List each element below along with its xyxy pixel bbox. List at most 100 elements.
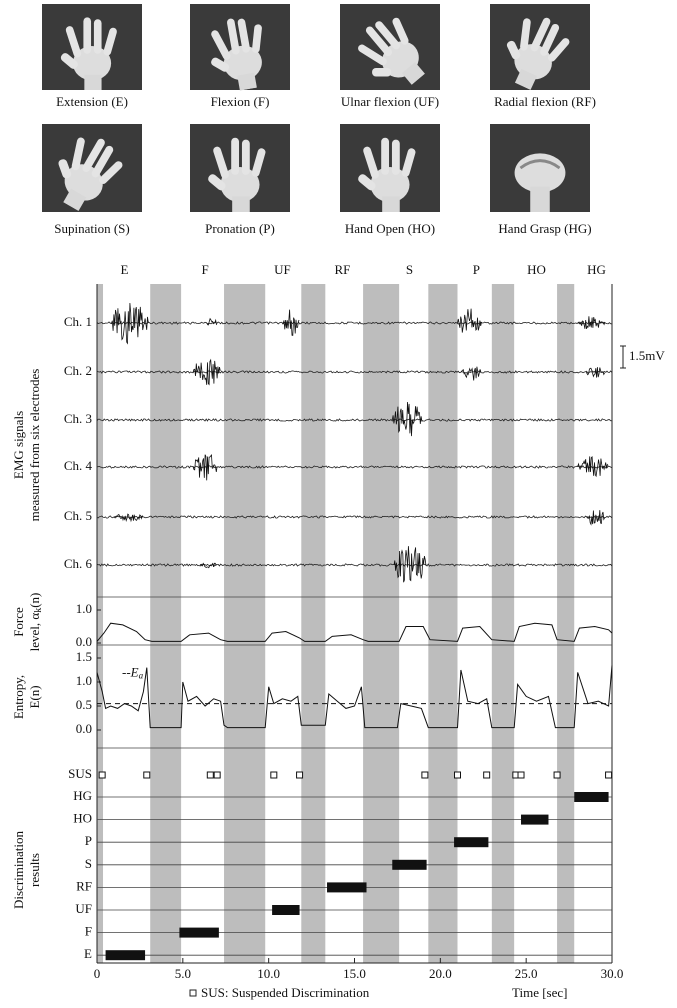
emg-burst xyxy=(113,513,144,523)
legend-label: SUS: Suspended Discrimination xyxy=(201,985,370,1000)
x-tick-label: 0 xyxy=(94,966,101,981)
x-tick-label: 25.0 xyxy=(515,966,538,981)
photo-caption: Pronation (P) xyxy=(205,221,275,236)
y-tick-label: 1.5 xyxy=(76,649,92,664)
scale-bar-label: 1.5mV xyxy=(629,348,665,363)
legend-swatch xyxy=(189,989,197,997)
sus-marker xyxy=(421,771,429,779)
result-bar xyxy=(521,814,549,825)
row-label: UF xyxy=(75,901,92,916)
sus-marker xyxy=(213,771,221,779)
row-label: E xyxy=(84,946,92,961)
motion-label: P xyxy=(473,262,480,277)
emg-baseline xyxy=(96,370,613,374)
channel-label: Ch. 1 xyxy=(64,314,92,329)
row-label: RF xyxy=(76,878,92,893)
photo-caption: Flexion (F) xyxy=(211,94,270,109)
x-tick-label: 15.0 xyxy=(343,966,366,981)
threshold-label-main: E xyxy=(130,665,139,680)
channel-label: Ch. 3 xyxy=(64,411,92,426)
rest-band xyxy=(150,284,182,963)
result-bar xyxy=(327,882,367,893)
sus-marker xyxy=(296,771,304,779)
y-tick-label: 0.0 xyxy=(76,721,92,736)
threshold-label-sub: a xyxy=(139,671,144,681)
row-label: HG xyxy=(73,788,92,803)
emg-burst xyxy=(393,546,427,583)
emg-burst xyxy=(206,317,217,326)
rest-band xyxy=(363,284,400,963)
force-ylabel-text: level, α xyxy=(27,613,42,652)
y-tick-label: 0.0 xyxy=(76,634,92,649)
x-axis-title: Time [sec] xyxy=(512,985,568,1000)
emg-burst xyxy=(391,401,423,437)
rest-band xyxy=(301,284,326,963)
x-tick-label: 20.0 xyxy=(429,966,452,981)
emg-baseline xyxy=(96,563,613,567)
row-label: S xyxy=(85,856,92,871)
force-ylabel-sub: k xyxy=(33,608,44,613)
motion-label: RF xyxy=(335,262,351,277)
sus-marker xyxy=(483,771,491,779)
rest-band xyxy=(428,284,458,963)
entropy-ylabel: Entropy, xyxy=(11,675,26,719)
motion-label: HG xyxy=(587,262,606,277)
emg-burst xyxy=(192,453,218,481)
rest-band xyxy=(224,284,266,963)
sus-marker xyxy=(553,771,561,779)
emg-burst xyxy=(282,309,300,336)
motion-label: HO xyxy=(527,262,546,277)
result-bar xyxy=(454,837,489,848)
rest-band xyxy=(97,284,104,963)
plot: 0 5.0 10.0 15.0 20.0 25.0 30.0E F UF RF S P HO HGCh. … xyxy=(64,262,666,981)
emg-baseline xyxy=(96,515,613,519)
channel-label: Ch. 6 xyxy=(64,556,93,571)
emg-burst xyxy=(460,366,482,381)
result-bar xyxy=(272,905,300,915)
row-label: F xyxy=(85,924,92,939)
emg-burst xyxy=(199,562,217,569)
rest-bands xyxy=(97,284,575,963)
row-label: SUS xyxy=(68,766,92,781)
result-bar xyxy=(179,927,219,938)
force-ylabel: Force xyxy=(11,607,26,637)
emg-baseline xyxy=(96,465,613,469)
force-ylabel-tail: (n) xyxy=(27,593,42,608)
emg-ylabel: measured from six electrodes xyxy=(27,369,42,522)
entropy-ylabel: E(n) xyxy=(27,685,42,708)
emg-burst xyxy=(192,358,221,386)
x-tick-label: 5.0 xyxy=(175,966,191,981)
photo-caption: Hand Open (HO) xyxy=(345,221,435,236)
channel-label: Ch. 4 xyxy=(64,458,93,473)
photo-caption: Radial flexion (RF) xyxy=(494,94,596,109)
motion-label: UF xyxy=(274,262,291,277)
y-tick-label: 0.5 xyxy=(76,697,92,712)
rest-band xyxy=(557,284,575,963)
photo-caption: Supination (S) xyxy=(54,221,129,236)
emg-baseline xyxy=(96,321,612,325)
scale-bar xyxy=(620,345,626,369)
emg-burst xyxy=(577,316,606,330)
threshold-label: --Ea xyxy=(122,665,144,681)
photo-caption: Extension (E) xyxy=(56,94,128,109)
channel-label: Ch. 5 xyxy=(64,508,92,523)
sus-marker xyxy=(206,771,214,779)
emg-burst xyxy=(457,308,482,333)
motion-label: F xyxy=(202,262,209,277)
x-tick-label: 10.0 xyxy=(257,966,280,981)
result-bar xyxy=(105,950,146,961)
row-label: HO xyxy=(73,811,92,826)
emg-burst xyxy=(577,455,609,478)
discrimination-ylabel: results xyxy=(27,853,42,887)
emg-burst xyxy=(585,367,605,378)
result-bar xyxy=(392,859,427,870)
emg-burst xyxy=(110,302,149,345)
rest-band xyxy=(491,284,515,963)
force-line xyxy=(96,622,613,642)
result-bar xyxy=(574,792,609,802)
motion-label: S xyxy=(406,262,413,277)
sus-marker xyxy=(143,771,151,779)
photo-caption: Ulnar flexion (UF) xyxy=(341,94,439,109)
y-tick-label: 1.0 xyxy=(76,601,92,616)
